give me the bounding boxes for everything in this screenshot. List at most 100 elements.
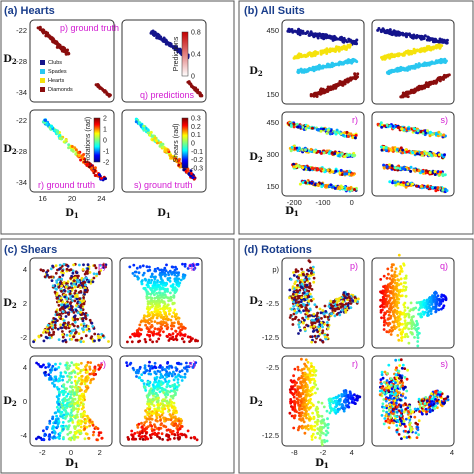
shears-point [164,312,168,315]
shears-point [61,421,65,424]
shears-point [70,337,74,341]
shears-point [83,272,87,276]
suits-point [423,34,427,38]
hearts-pred-colorbar-label: Predictions [173,36,180,71]
suits-point [381,28,385,32]
shears-point [84,368,88,371]
shears-point [170,337,173,340]
suits-point [420,151,423,155]
suits-point [353,188,356,191]
shears-point [179,328,183,332]
shears-point [172,324,176,328]
shears-point [88,318,92,322]
suits-point [322,151,326,155]
suits-point [432,80,436,84]
shears-point [69,301,72,305]
shears-point [46,323,50,327]
hearts-point [190,84,194,88]
shears-point [84,376,88,379]
shears-point [61,269,64,272]
shears-point [83,437,87,441]
suits-point [315,128,319,132]
suits-point [402,33,406,37]
suits-point [396,68,400,72]
suits-point [347,153,351,157]
suits-point [333,130,337,134]
hearts-shear-colorbar-tick: 0 [191,141,195,148]
shears-point [54,317,57,321]
shears-point [126,340,129,344]
shears-point [70,284,74,288]
shears-point [75,431,78,435]
hearts-legend-swatch [40,87,45,92]
hearts-rot-colorbar-tick: 0 [103,138,107,145]
shears-point [76,435,80,439]
suits-point [438,37,442,41]
suits-point [411,36,415,40]
suits-point [388,124,392,128]
shears-point [53,375,57,379]
shears-point [77,291,81,294]
hearts-point [81,155,85,159]
shears-point [73,427,77,430]
shears-point [64,371,68,375]
shears-point [83,411,86,414]
suits-point [406,182,410,186]
shears-point [179,278,183,282]
hearts-shear-colorbar-tick: -0.2 [191,157,203,164]
shears-point [59,412,63,416]
shears-point [55,293,59,297]
shears-point [97,431,101,434]
shears-point [161,366,164,369]
shears-point [75,362,78,366]
suits-point [415,152,419,156]
shears-point [143,277,147,281]
shears-point [153,310,157,313]
shears-point [40,438,44,441]
shears-point [55,313,59,316]
suits-point [379,121,383,125]
suits-point [345,78,349,82]
hearts-point [76,151,80,155]
shears-point [152,275,156,279]
shears-point [47,435,51,438]
suits-point [401,67,405,71]
suits-point [349,132,353,136]
suits-point [316,91,320,95]
shears-point [170,272,174,276]
suits-point [299,54,303,58]
suits-point [351,136,355,140]
shears-point [77,376,81,380]
hearts-legend-swatch [40,60,45,65]
suits-point [329,183,333,187]
shears-point [46,425,49,429]
suits-point [353,136,357,140]
shears-point [158,268,162,272]
shears-point [167,367,171,370]
suits-point [295,122,299,126]
shears-point [61,273,65,277]
shears-point [46,273,49,277]
shears-point [75,271,79,274]
hearts-point [154,139,158,143]
hearts-point [50,125,54,129]
suits-point [313,32,317,36]
shears-point [63,387,67,390]
shears-point [48,437,51,441]
suits-point [339,168,343,172]
suits-point [303,53,307,57]
shears-point [196,263,200,266]
suits-point [301,29,305,33]
hearts-point [103,90,107,94]
suits-point [399,183,403,187]
panel-a-title: (a) Hearts [4,5,55,17]
hearts-point [45,122,49,126]
shears-point [84,419,88,423]
shears-point [42,269,45,273]
panel-b-title: (b) All Suits [244,5,305,17]
hearts-xlabel: D1 [65,208,79,220]
shears-point [174,317,178,321]
shears-point [76,422,80,426]
suits-point [396,166,400,170]
shears-point [61,310,65,313]
